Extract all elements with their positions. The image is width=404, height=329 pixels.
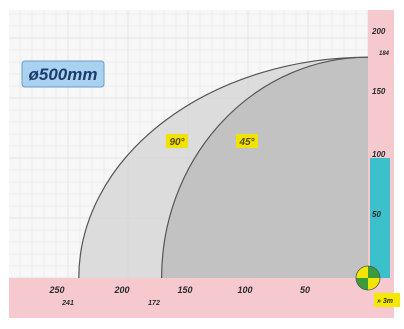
diameter-label: ø500mm [29, 65, 98, 84]
angle-tag-90 [166, 134, 188, 148]
y-tick-50: 50 [372, 210, 381, 219]
x-tick-50: 50 [300, 285, 310, 295]
envelope-45-degree [161, 57, 368, 279]
angle-label-90: 90° [169, 137, 185, 148]
y-max-184: 184 [379, 51, 390, 57]
note-label: » 3m [377, 298, 393, 305]
y-tick-150: 150 [372, 87, 386, 96]
angle-label-45: 45° [238, 137, 255, 148]
y-tick-100: 100 [372, 150, 386, 159]
curve-90-degree [78, 56, 369, 279]
pivot-icon [355, 265, 381, 291]
y-tick-200: 200 [371, 27, 386, 36]
x-tick-150: 150 [177, 285, 192, 295]
vertical-range-bar [370, 158, 390, 278]
x-extreme-172: 172 [148, 300, 160, 307]
x-axis-band [9, 278, 394, 318]
x-tick-100: 100 [237, 285, 252, 295]
x-tick-200: 200 [113, 285, 129, 295]
x-extreme-241: 241 [61, 300, 74, 307]
curve-45-degree [161, 56, 369, 279]
diameter-tag [21, 60, 105, 88]
x-tick-250: 250 [48, 285, 64, 295]
angle-tag-45 [236, 134, 258, 148]
note-tag [374, 293, 400, 307]
